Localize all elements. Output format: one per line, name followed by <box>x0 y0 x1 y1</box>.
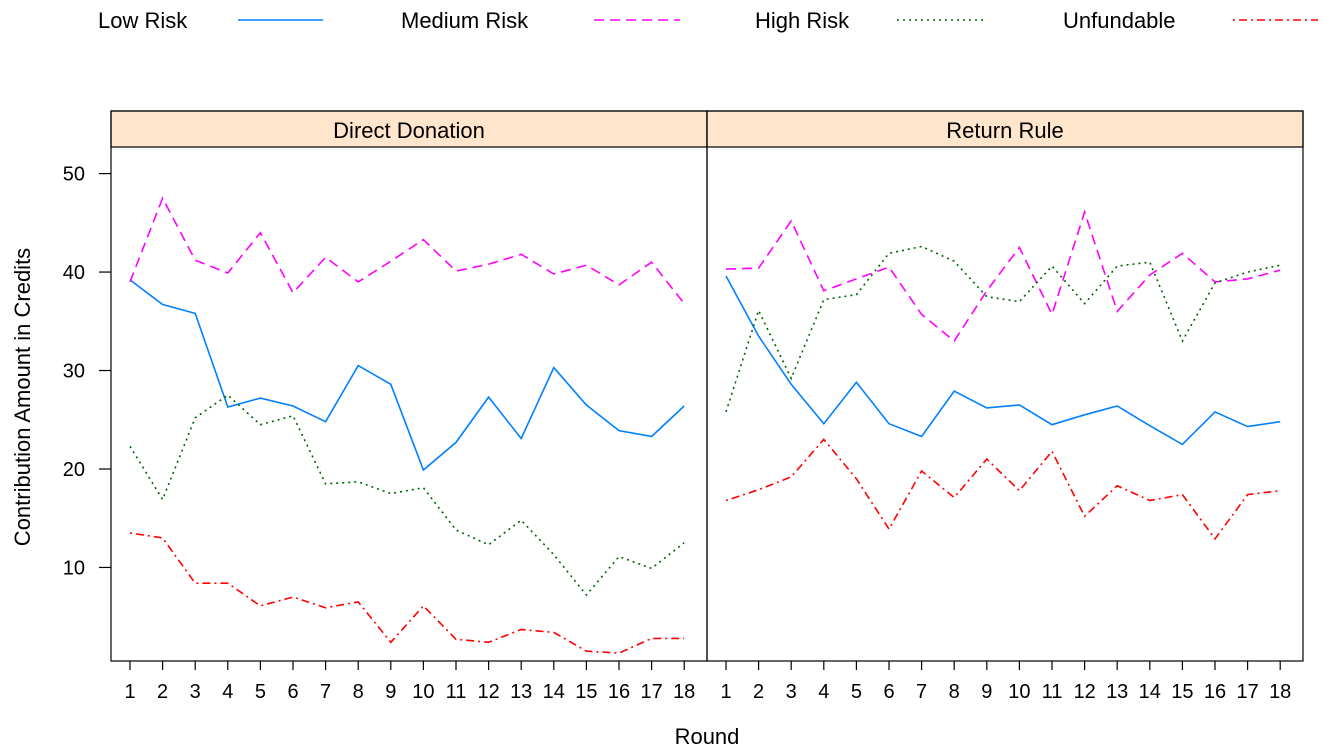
series-line <box>725 275 1281 446</box>
panels: Direct Donation Return Rule <box>110 110 1304 662</box>
x-tick-label: 7 <box>320 681 331 703</box>
x-tick-label: 18 <box>1269 681 1291 703</box>
x-tick-label: 10 <box>412 681 434 703</box>
x-tick-label: 16 <box>1204 681 1226 703</box>
x-tick-label: 2 <box>157 681 168 703</box>
x-tick-label: 14 <box>543 681 565 703</box>
x-tick-label: 15 <box>575 681 597 703</box>
series-line <box>725 438 1281 541</box>
y-axis-label: Contribution Amount in Credits <box>10 248 35 546</box>
x-tick-label: 10 <box>1008 681 1030 703</box>
series-line <box>725 245 1281 413</box>
x-tick-label: 16 <box>608 681 630 703</box>
x-tick-label: 3 <box>786 681 797 703</box>
y-tick-label: 40 <box>63 262 85 284</box>
y-tick-label: 10 <box>63 557 85 579</box>
x-tick-label: 4 <box>818 681 829 703</box>
x-tick-label: 8 <box>949 681 960 703</box>
x-tick-label: 1 <box>720 681 731 703</box>
panel-frame <box>110 110 708 662</box>
series-line <box>129 532 685 654</box>
x-tick-label: 13 <box>510 681 532 703</box>
x-tick-label: 4 <box>222 681 233 703</box>
x-tick-label: 17 <box>1236 681 1258 703</box>
x-tick-label: 8 <box>353 681 364 703</box>
x-tick-label: 9 <box>385 681 396 703</box>
x-tick-label: 15 <box>1171 681 1193 703</box>
x-tick-label: 9 <box>981 681 992 703</box>
y-tick-label: 20 <box>63 459 85 481</box>
x-tick-label: 2 <box>753 681 764 703</box>
series-line <box>725 209 1281 343</box>
x-tick-label: 3 <box>190 681 201 703</box>
legend-label: Low Risk <box>98 8 188 33</box>
x-tick-label: 6 <box>287 681 298 703</box>
x-tick-label: 18 <box>673 681 695 703</box>
x-tick-label: 7 <box>916 681 927 703</box>
x-tick-label: 13 <box>1106 681 1128 703</box>
panel-title: Return Rule <box>946 118 1063 143</box>
legend: Low Risk Medium Risk High Risk Unfundable <box>98 8 1318 33</box>
x-tick-label: 5 <box>255 681 266 703</box>
legend-label: Unfundable <box>1063 8 1176 33</box>
x-tick-label: 12 <box>1073 681 1095 703</box>
x-tick-label: 14 <box>1139 681 1161 703</box>
x-tick-label: 11 <box>446 681 467 703</box>
legend-label: High Risk <box>755 8 850 33</box>
x-tick-label: 1 <box>124 681 135 703</box>
series-line <box>129 394 685 597</box>
series-line <box>129 279 685 472</box>
x-axis-label: Round <box>675 724 740 749</box>
x-tick-label: 5 <box>851 681 862 703</box>
y-tick-label: 50 <box>63 164 85 186</box>
x-tick-label: 12 <box>477 681 499 703</box>
panel: Return Rule <box>706 110 1304 662</box>
series-line <box>129 196 685 305</box>
panel: Direct Donation <box>110 110 708 662</box>
y-tick-label: 30 <box>63 361 85 383</box>
x-tick-label: 11 <box>1042 681 1063 703</box>
x-tick-label: 6 <box>883 681 894 703</box>
legend-label: Medium Risk <box>401 8 529 33</box>
x-tick-label: 17 <box>640 681 662 703</box>
panel-frame <box>706 110 1304 662</box>
panel-title: Direct Donation <box>333 118 485 143</box>
